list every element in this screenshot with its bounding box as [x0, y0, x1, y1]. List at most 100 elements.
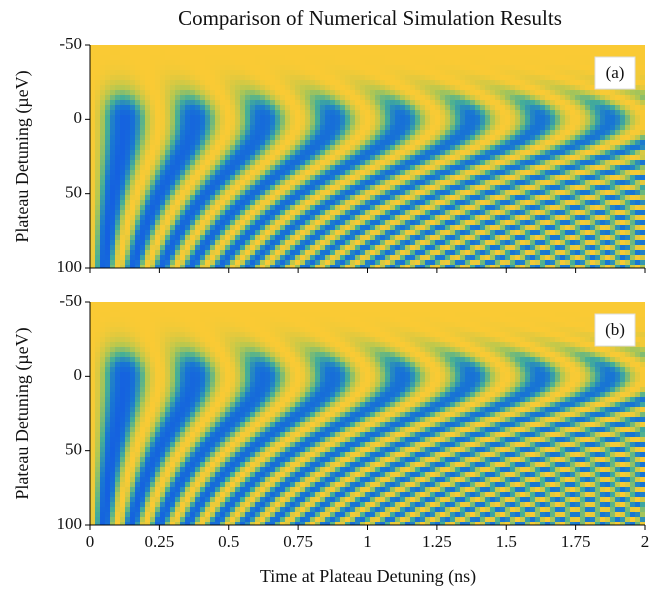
- heatmap-cell: [205, 140, 211, 146]
- heatmap-cell: [330, 85, 336, 91]
- heatmap-cell: [465, 175, 471, 181]
- heatmap-cell: [445, 200, 451, 206]
- heatmap-cell: [165, 170, 171, 176]
- heatmap-cell: [465, 255, 471, 261]
- heatmap-cell: [510, 195, 516, 201]
- heatmap-cell: [205, 245, 211, 251]
- heatmap-cell: [260, 170, 266, 176]
- heatmap-cell: [195, 75, 201, 81]
- heatmap-cell: [160, 175, 166, 181]
- heatmap-cell: [430, 220, 436, 226]
- heatmap-cell: [495, 55, 501, 61]
- heatmap-cell: [195, 60, 201, 66]
- heatmap-cell: [340, 215, 346, 221]
- heatmap-cell: [505, 55, 511, 61]
- heatmap-cell: [430, 120, 436, 126]
- heatmap-cell: [145, 130, 151, 136]
- heatmap-cell: [530, 180, 536, 186]
- heatmap-cell: [220, 175, 226, 181]
- heatmap-cell: [600, 135, 606, 141]
- heatmap-cell: [575, 140, 581, 146]
- heatmap-cell: [530, 80, 536, 86]
- heatmap-cell: [615, 145, 621, 151]
- heatmap-cell: [110, 165, 116, 171]
- heatmap-cell: [530, 245, 536, 251]
- heatmap-cell: [445, 240, 451, 246]
- heatmap-cell: [180, 225, 186, 231]
- heatmap-cell: [345, 180, 351, 186]
- heatmap-cell: [395, 160, 401, 166]
- heatmap-cell: [150, 70, 156, 76]
- heatmap-cell: [220, 60, 226, 66]
- heatmap-cell: [250, 220, 256, 226]
- heatmap-cell: [135, 105, 141, 111]
- heatmap-cell: [300, 175, 306, 181]
- heatmap-cell: [590, 65, 596, 71]
- heatmap-cell: [335, 105, 341, 111]
- heatmap-cell: [255, 120, 261, 126]
- heatmap-cell: [425, 190, 431, 196]
- heatmap-cell: [250, 55, 256, 61]
- heatmap-cell: [640, 190, 645, 196]
- heatmap-cell: [230, 145, 236, 151]
- heatmap-cell: [405, 70, 411, 76]
- heatmap-cell: [260, 260, 266, 266]
- heatmap-cell: [455, 235, 461, 241]
- heatmap-cell: [320, 240, 326, 246]
- heatmap-cell: [275, 185, 281, 191]
- heatmap-cell: [510, 255, 516, 261]
- heatmap-cell: [585, 185, 591, 191]
- heatmap-cell: [335, 110, 341, 116]
- heatmap-cell: [110, 115, 116, 121]
- heatmap-cell: [210, 200, 216, 206]
- heatmap-cell: [325, 145, 331, 151]
- heatmap-cell: [605, 100, 611, 106]
- heatmap-cell: [560, 115, 566, 121]
- heatmap-cell: [480, 230, 486, 236]
- heatmap-cell: [505, 210, 511, 216]
- heatmap-cell: [325, 50, 331, 56]
- heatmap-cell: [240, 250, 246, 256]
- heatmap-cell: [450, 205, 456, 211]
- heatmap-cell: [410, 225, 416, 231]
- heatmap-cell: [545, 50, 551, 56]
- heatmap-cell: [300, 80, 306, 86]
- heatmap-cell: [215, 75, 221, 81]
- heatmap-cell: [480, 115, 486, 121]
- heatmap-cell: [105, 120, 111, 126]
- heatmap-cell: [420, 60, 426, 66]
- heatmap-cell: [525, 250, 531, 256]
- heatmap-cell: [415, 85, 421, 91]
- heatmap-cell: [425, 160, 431, 166]
- heatmap-cell: [410, 190, 416, 196]
- heatmap-cell: [105, 75, 111, 81]
- heatmap-cell: [170, 140, 176, 146]
- heatmap-cell: [500, 260, 506, 266]
- heatmap-cell: [370, 230, 376, 236]
- heatmap-cell: [240, 120, 246, 126]
- heatmap-cell: [335, 220, 341, 226]
- heatmap-cell: [130, 65, 136, 71]
- heatmap-cell: [465, 215, 471, 221]
- heatmap-cell: [155, 205, 161, 211]
- heatmap-cell: [540, 215, 546, 221]
- heatmap-cell: [460, 135, 466, 141]
- heatmap-cell: [180, 160, 186, 166]
- heatmap-cell: [305, 45, 311, 51]
- heatmap-cell: [545, 265, 551, 268]
- heatmap-cell: [285, 200, 291, 206]
- heatmap-cell: [245, 180, 251, 186]
- heatmap-cell: [605, 185, 611, 191]
- heatmap-cell: [400, 260, 406, 266]
- heatmap-cell: [405, 65, 411, 71]
- heatmap-cell: [490, 225, 496, 231]
- heatmap-cell: [280, 125, 286, 131]
- heatmap-cell: [280, 55, 286, 61]
- heatmap-cell: [110, 230, 116, 236]
- heatmap-cell: [405, 265, 411, 268]
- heatmap-cell: [290, 85, 296, 91]
- heatmap-cell: [520, 240, 526, 246]
- heatmap-cell: [455, 120, 461, 126]
- heatmap-cell: [230, 210, 236, 216]
- heatmap-cell: [580, 120, 586, 126]
